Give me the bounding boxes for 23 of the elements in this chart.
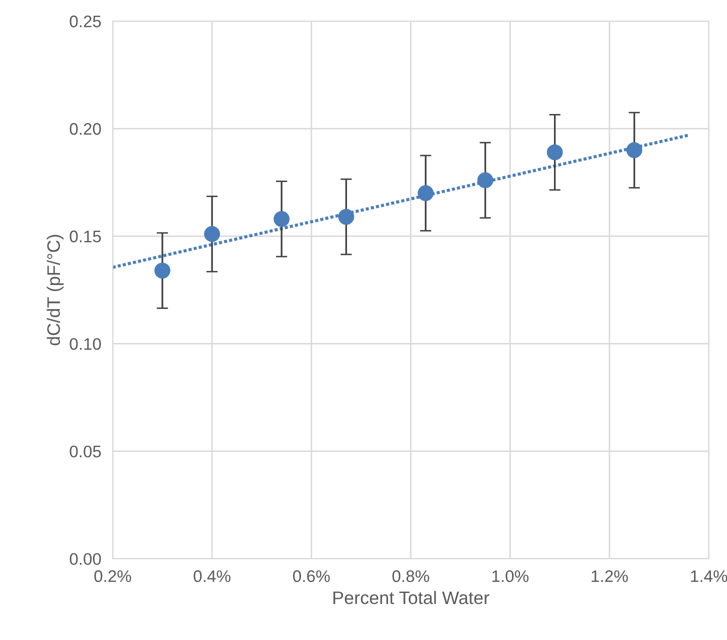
y-tick-label: 0.10 (70, 338, 101, 350)
y-axis-title: dC/dT (pF/°C) (46, 234, 64, 346)
x-tick-label: 0.2% (94, 570, 132, 582)
point (338, 208, 354, 225)
point (477, 172, 494, 188)
point (154, 262, 170, 279)
point (274, 210, 290, 227)
x-tick-label: 0.8% (392, 570, 430, 582)
y-tick-label: 0.25 (70, 16, 101, 28)
x-tick-label: 0.6% (293, 570, 330, 582)
point (626, 142, 642, 158)
x-tick-label: 0.4% (194, 570, 230, 582)
x-tick-label: 1.0% (492, 570, 529, 582)
x-tick-label: 1.4% (691, 570, 727, 582)
y-tick-label: 0.15 (70, 230, 101, 242)
y-tick-label: 0.05 (70, 446, 101, 458)
point (546, 144, 563, 160)
y-tick-label: 0.20 (70, 123, 101, 135)
x-axis-title: Percent Total Water (333, 590, 490, 604)
point (204, 226, 220, 242)
x-tick-label: 1.2% (592, 570, 628, 582)
point (418, 185, 434, 202)
y-tick-label: 0.00 (70, 553, 101, 565)
